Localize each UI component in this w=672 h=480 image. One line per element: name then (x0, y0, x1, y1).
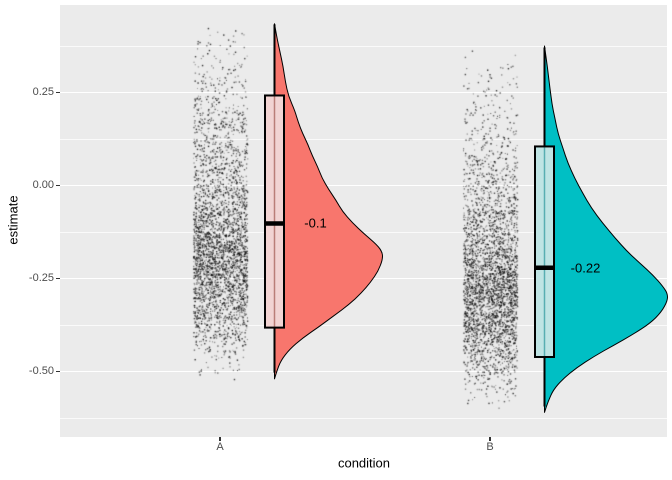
y-tick-label: -0.25 (28, 272, 54, 284)
gridline-minor (60, 45, 667, 47)
y-tick-label: 0.25 (32, 86, 54, 98)
y-tick-mark (56, 91, 60, 94)
gridline-major (60, 370, 667, 373)
plot-panel (60, 5, 667, 437)
y-tick-mark (56, 277, 60, 280)
y-tick-label: 0.00 (32, 179, 54, 191)
y-tick-label: -0.50 (28, 365, 54, 377)
x-tick-mark (489, 437, 491, 441)
gridline-major (60, 277, 667, 280)
x-tick-label-A: A (216, 441, 224, 453)
gridline-minor (60, 231, 667, 233)
gridline-major (60, 184, 667, 187)
y-axis-title: estimate (5, 195, 21, 245)
gridline-major (60, 91, 667, 94)
gridline-minor (60, 417, 667, 419)
gridline-minor (60, 138, 667, 140)
y-tick-mark (56, 184, 60, 187)
gridline-minor (60, 324, 667, 326)
x-axis-title: condition (337, 455, 391, 471)
y-tick-mark (56, 370, 60, 373)
x-tick-label-B: B (486, 441, 494, 453)
x-tick-mark (219, 437, 221, 441)
